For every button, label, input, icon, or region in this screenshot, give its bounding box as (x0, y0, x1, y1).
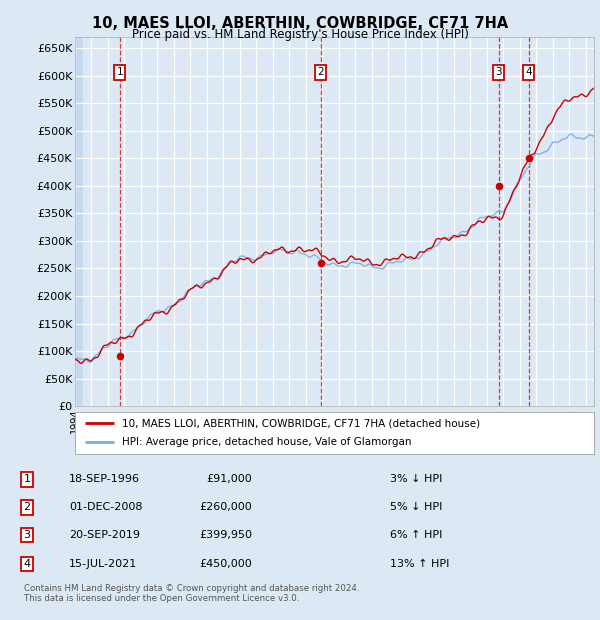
Text: 15-JUL-2021: 15-JUL-2021 (69, 559, 137, 569)
Text: 3: 3 (23, 530, 31, 540)
Text: 10, MAES LLOI, ABERTHIN, COWBRIDGE, CF71 7HA (detached house): 10, MAES LLOI, ABERTHIN, COWBRIDGE, CF71… (122, 418, 480, 428)
Text: 20-SEP-2019: 20-SEP-2019 (69, 530, 140, 540)
Text: 1: 1 (116, 67, 123, 78)
Text: Contains HM Land Registry data © Crown copyright and database right 2024.
This d: Contains HM Land Registry data © Crown c… (24, 584, 359, 603)
Text: 3: 3 (496, 67, 502, 78)
Text: 6% ↑ HPI: 6% ↑ HPI (390, 530, 442, 540)
Text: 5% ↓ HPI: 5% ↓ HPI (390, 502, 442, 512)
Text: HPI: Average price, detached house, Vale of Glamorgan: HPI: Average price, detached house, Vale… (122, 438, 411, 448)
Text: 2: 2 (317, 67, 324, 78)
Text: 4: 4 (23, 559, 31, 569)
Text: £91,000: £91,000 (206, 474, 252, 484)
Bar (75, 37, 82, 406)
Text: 4: 4 (526, 67, 532, 78)
Text: 1: 1 (23, 474, 31, 484)
Text: £450,000: £450,000 (199, 559, 252, 569)
Text: 3% ↓ HPI: 3% ↓ HPI (390, 474, 442, 484)
Text: 10, MAES LLOI, ABERTHIN, COWBRIDGE, CF71 7HA: 10, MAES LLOI, ABERTHIN, COWBRIDGE, CF71… (92, 16, 508, 30)
Text: 18-SEP-1996: 18-SEP-1996 (69, 474, 140, 484)
Text: 13% ↑ HPI: 13% ↑ HPI (390, 559, 449, 569)
Text: £399,950: £399,950 (199, 530, 252, 540)
Text: 01-DEC-2008: 01-DEC-2008 (69, 502, 143, 512)
Text: £260,000: £260,000 (199, 502, 252, 512)
Text: 2: 2 (23, 502, 31, 512)
Text: Price paid vs. HM Land Registry's House Price Index (HPI): Price paid vs. HM Land Registry's House … (131, 28, 469, 41)
Bar (75, 37, 82, 406)
